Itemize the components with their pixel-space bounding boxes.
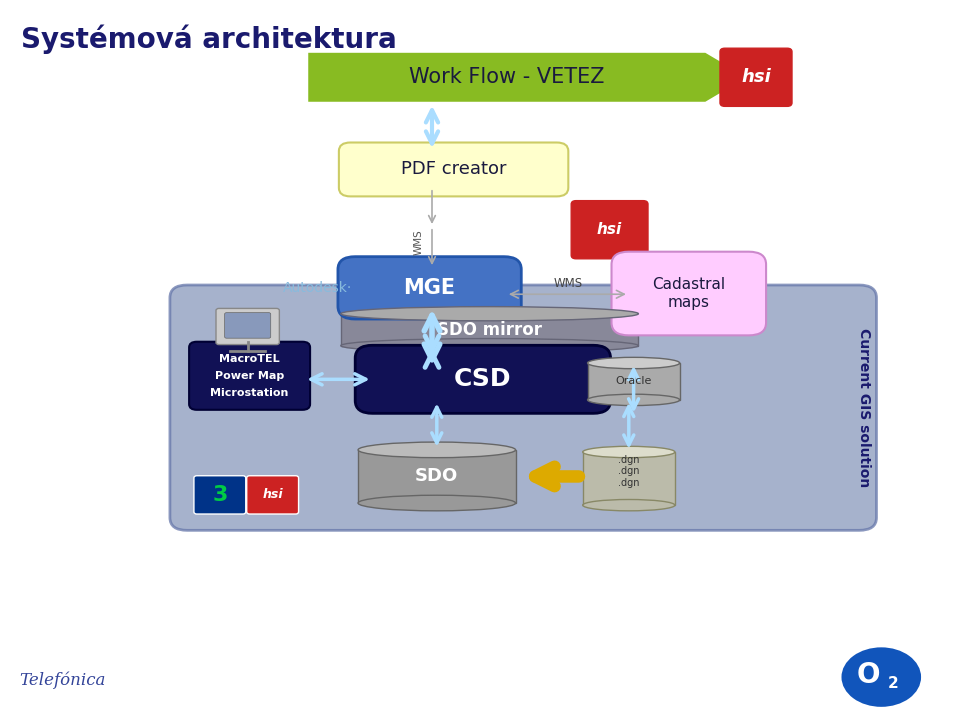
Text: WMS: WMS [554,277,583,290]
Text: Telefónica: Telefónica [19,672,106,689]
FancyBboxPatch shape [720,48,792,106]
Text: Current GIS solution: Current GIS solution [857,328,871,487]
Text: Cadastral
maps: Cadastral maps [652,277,726,310]
Bar [358,450,516,503]
Text: Work Flow - VETEZ: Work Flow - VETEZ [409,67,604,87]
Ellipse shape [358,495,516,510]
FancyBboxPatch shape [189,342,310,410]
Polygon shape [307,52,749,103]
Bar [341,313,638,345]
FancyBboxPatch shape [612,252,766,335]
Text: 3: 3 [212,485,228,505]
Text: MacroTEL: MacroTEL [219,354,280,364]
Text: PDF creator: PDF creator [401,160,506,179]
FancyBboxPatch shape [170,285,876,530]
Text: O: O [857,661,880,689]
Ellipse shape [341,306,638,320]
Ellipse shape [588,394,680,406]
Text: MGE: MGE [403,278,456,298]
Text: WMS: WMS [414,230,423,255]
FancyBboxPatch shape [355,345,611,413]
Text: Systémová architektura: Systémová architektura [21,25,396,55]
FancyBboxPatch shape [225,313,271,338]
Bar [583,452,675,505]
Bar [588,363,680,400]
FancyBboxPatch shape [338,257,521,319]
Text: Oracle: Oracle [615,376,652,386]
FancyBboxPatch shape [194,476,246,514]
FancyBboxPatch shape [247,476,299,514]
Ellipse shape [583,499,675,510]
Text: hsi: hsi [741,68,771,86]
Text: CSD: CSD [454,367,512,391]
Text: hsi: hsi [262,489,283,501]
Text: Power Map: Power Map [215,371,284,381]
Text: .dgn
.dgn
.dgn: .dgn .dgn .dgn [618,455,639,488]
Text: Autodesk·: Autodesk· [283,281,352,295]
Text: 2: 2 [887,676,899,691]
Ellipse shape [341,338,638,352]
Ellipse shape [588,357,680,369]
Text: hsi: hsi [597,222,622,238]
Text: SDO: SDO [415,467,459,486]
Circle shape [843,649,920,705]
FancyBboxPatch shape [339,143,568,196]
Ellipse shape [358,442,516,458]
Text: Microstation: Microstation [210,388,289,398]
Text: SDO mirror: SDO mirror [437,320,542,339]
Ellipse shape [583,447,675,458]
FancyBboxPatch shape [571,201,648,259]
FancyBboxPatch shape [216,308,279,345]
